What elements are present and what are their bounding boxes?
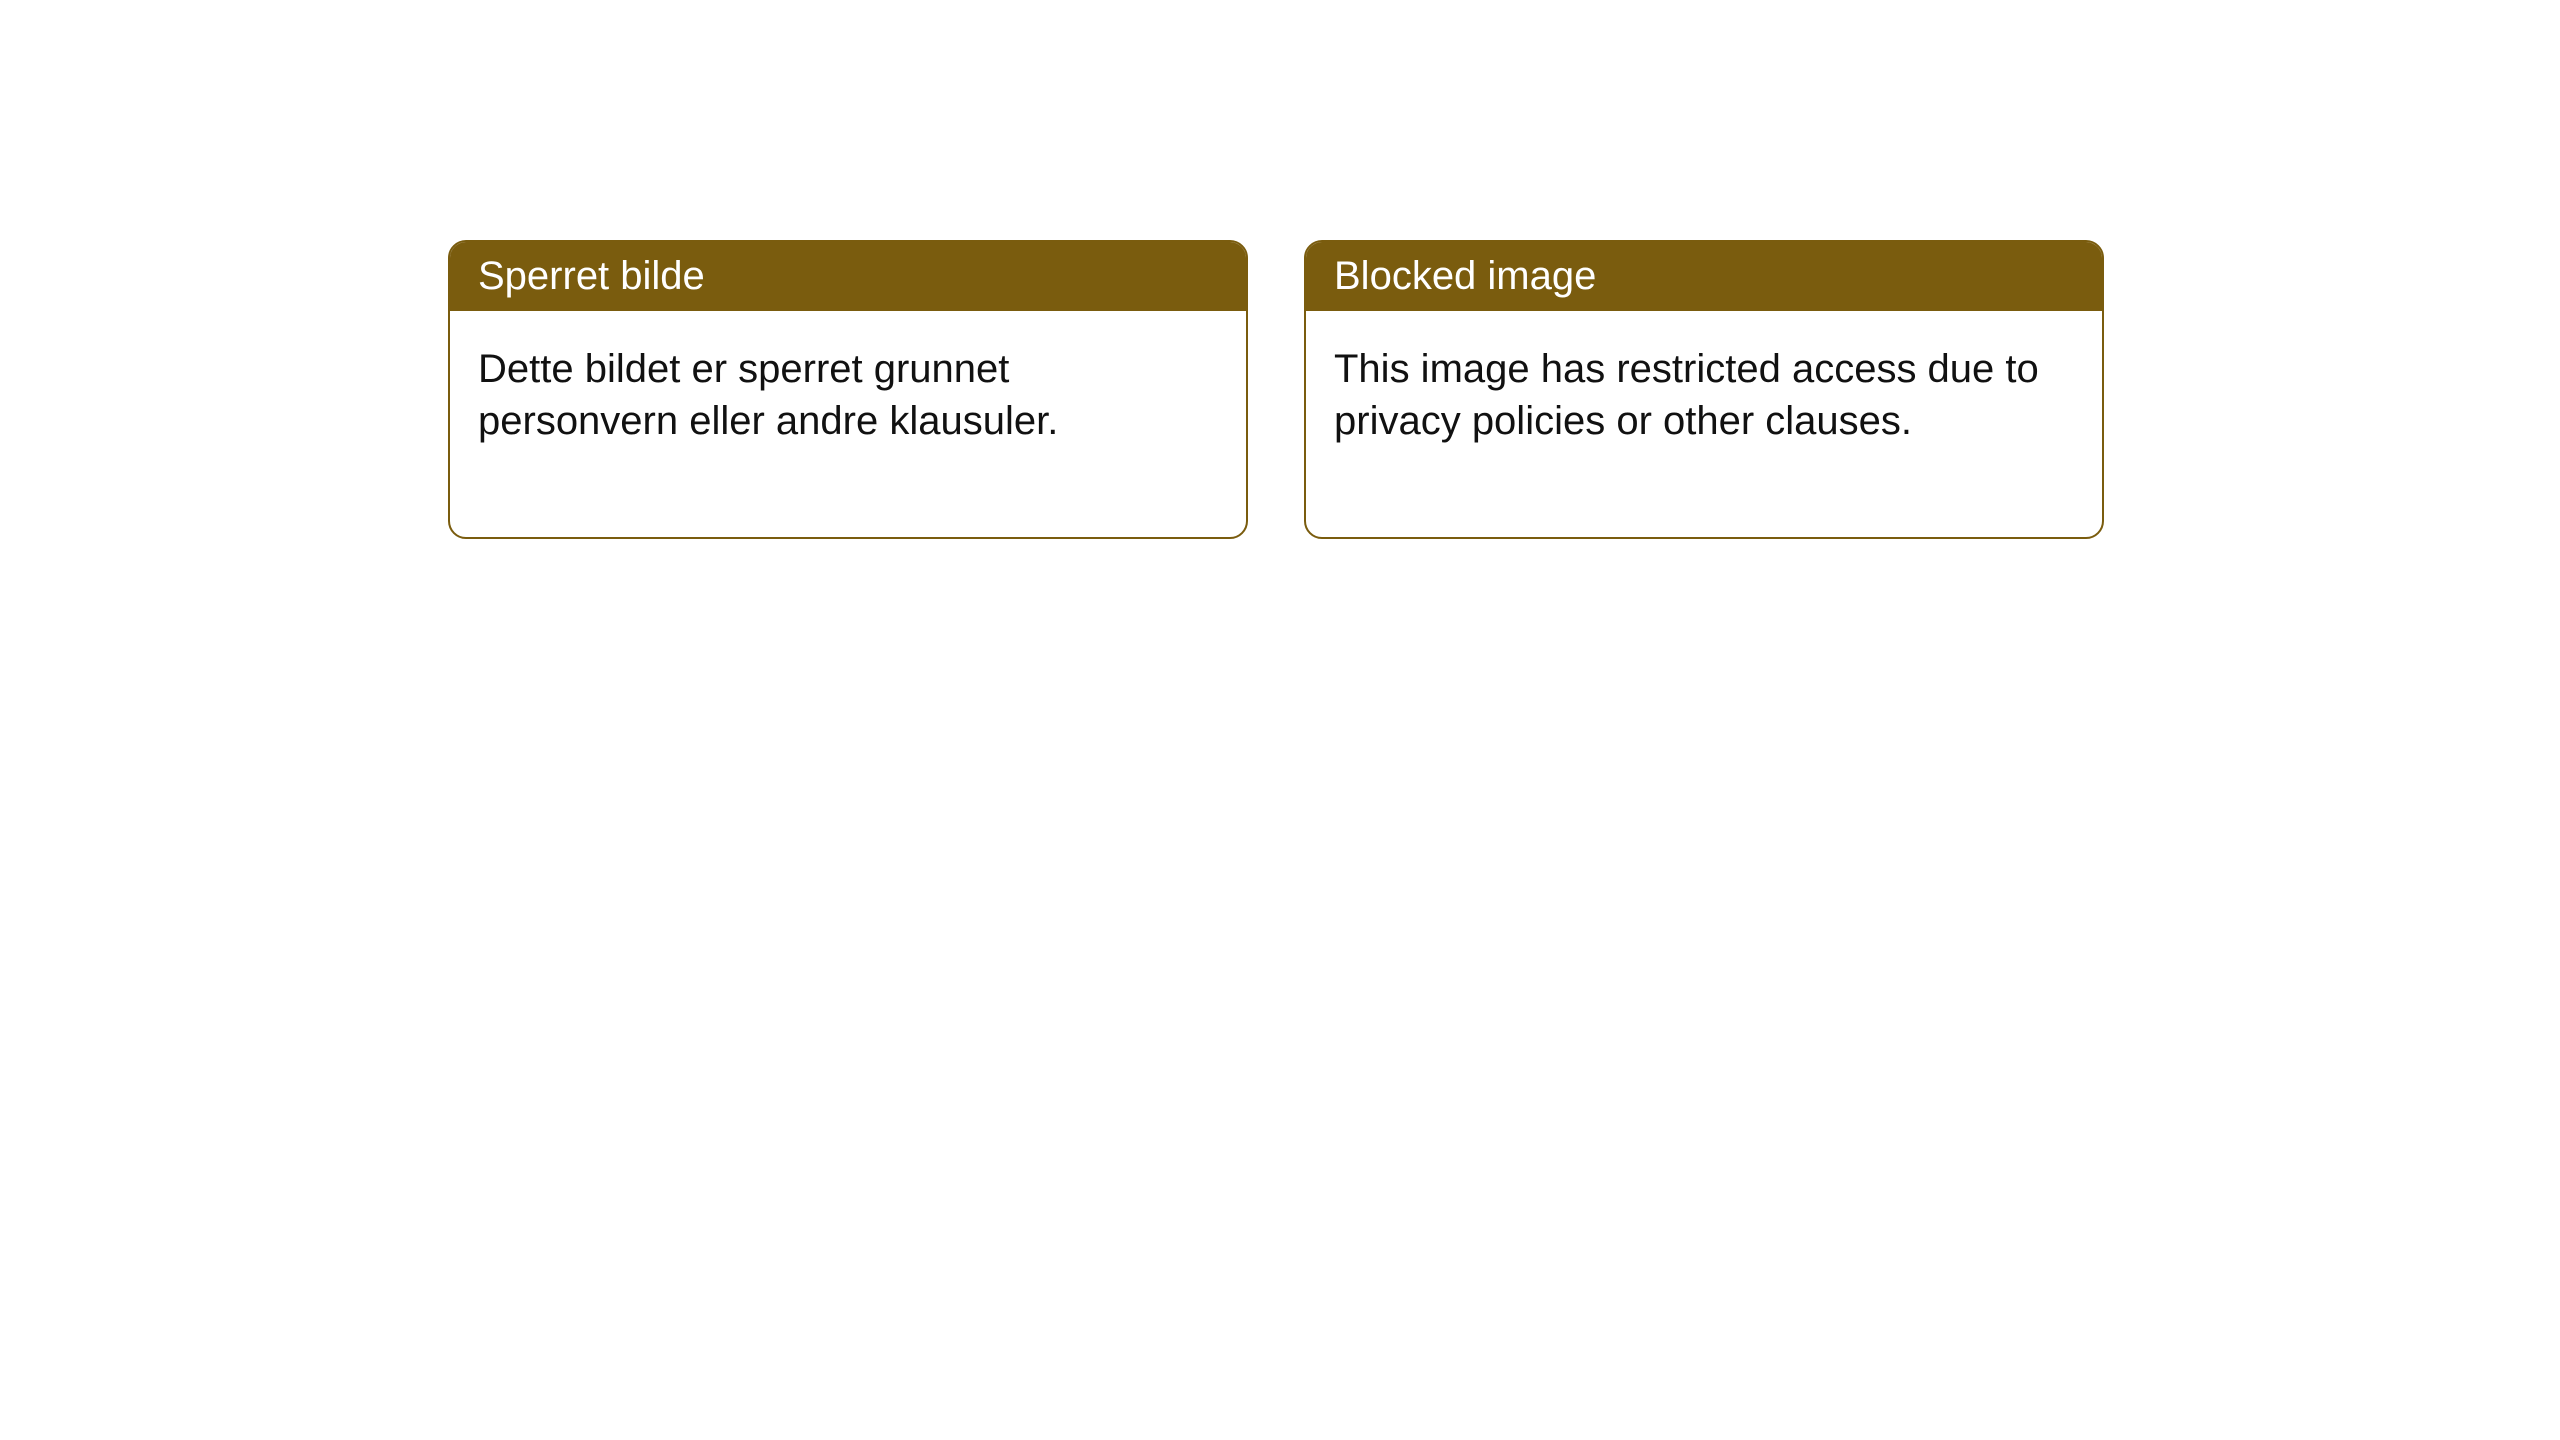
notice-body: This image has restricted access due to … xyxy=(1306,311,2102,537)
notice-title: Sperret bilde xyxy=(478,254,705,298)
notice-body: Dette bildet er sperret grunnet personve… xyxy=(450,311,1246,537)
notice-text: This image has restricted access due to … xyxy=(1334,347,2039,443)
notice-header: Sperret bilde xyxy=(450,242,1246,311)
notice-text: Dette bildet er sperret grunnet personve… xyxy=(478,347,1058,443)
notice-container: Sperret bilde Dette bildet er sperret gr… xyxy=(448,240,2104,539)
notice-title: Blocked image xyxy=(1334,254,1596,298)
notice-card-norwegian: Sperret bilde Dette bildet er sperret gr… xyxy=(448,240,1248,539)
notice-header: Blocked image xyxy=(1306,242,2102,311)
notice-card-english: Blocked image This image has restricted … xyxy=(1304,240,2104,539)
